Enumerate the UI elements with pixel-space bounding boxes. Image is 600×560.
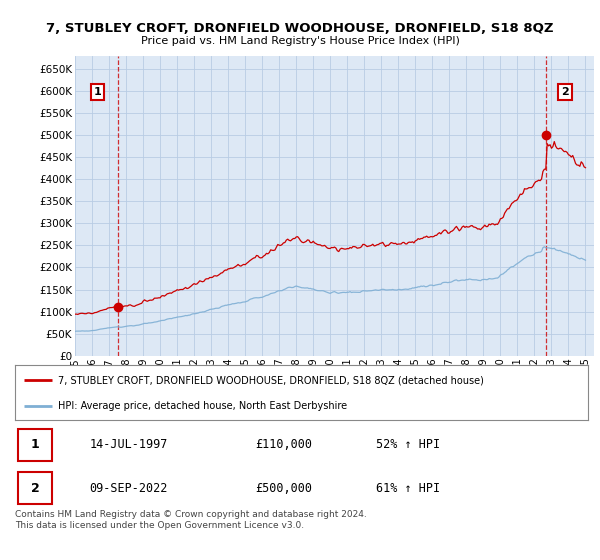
Text: 2: 2 [561, 87, 569, 97]
Text: 1: 1 [94, 87, 101, 97]
Text: 1: 1 [31, 438, 40, 451]
Text: HPI: Average price, detached house, North East Derbyshire: HPI: Average price, detached house, Nort… [58, 402, 347, 411]
FancyBboxPatch shape [18, 472, 52, 505]
Text: 14-JUL-1997: 14-JUL-1997 [89, 438, 168, 451]
Text: 61% ↑ HPI: 61% ↑ HPI [376, 482, 440, 495]
Text: 09-SEP-2022: 09-SEP-2022 [89, 482, 168, 495]
Text: Price paid vs. HM Land Registry's House Price Index (HPI): Price paid vs. HM Land Registry's House … [140, 36, 460, 46]
FancyBboxPatch shape [18, 428, 52, 461]
Text: £110,000: £110,000 [256, 438, 313, 451]
Text: 7, STUBLEY CROFT, DRONFIELD WOODHOUSE, DRONFIELD, S18 8QZ: 7, STUBLEY CROFT, DRONFIELD WOODHOUSE, D… [46, 22, 554, 35]
Text: Contains HM Land Registry data © Crown copyright and database right 2024.
This d: Contains HM Land Registry data © Crown c… [15, 510, 367, 530]
Text: 52% ↑ HPI: 52% ↑ HPI [376, 438, 440, 451]
Text: 2: 2 [31, 482, 40, 495]
Text: 7, STUBLEY CROFT, DRONFIELD WOODHOUSE, DRONFIELD, S18 8QZ (detached house): 7, STUBLEY CROFT, DRONFIELD WOODHOUSE, D… [58, 376, 484, 385]
Text: £500,000: £500,000 [256, 482, 313, 495]
